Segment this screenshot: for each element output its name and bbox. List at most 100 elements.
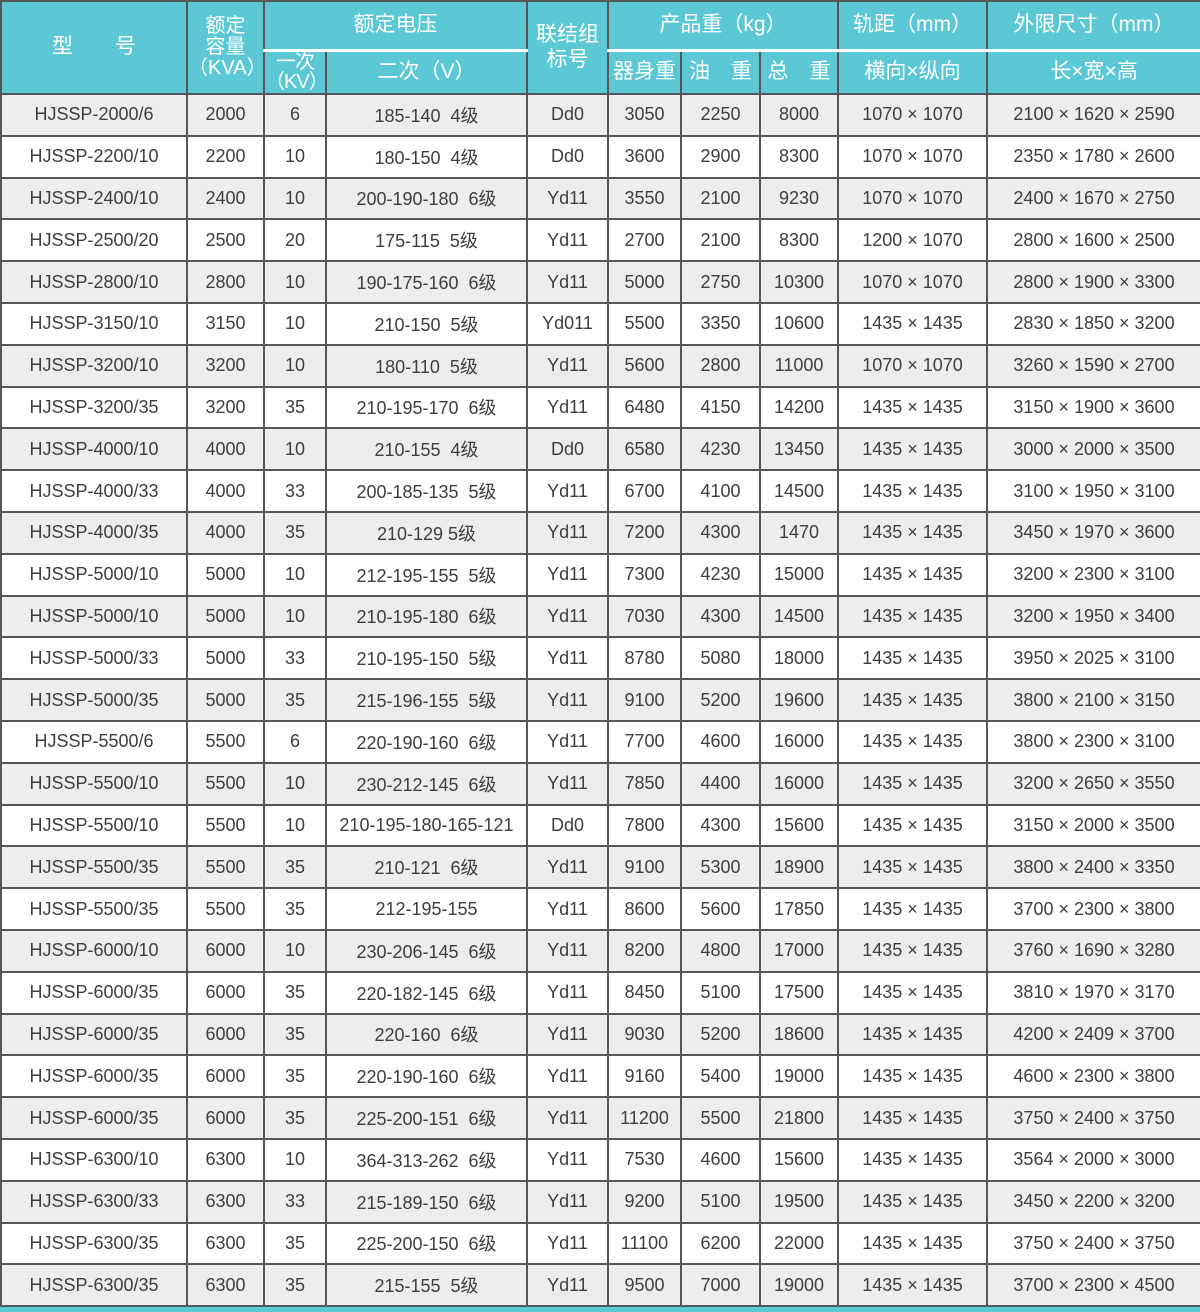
table-row: HJSSP-5000/33 5000 33 210-195-150 5级 Yd11 878… bbox=[0, 636, 1200, 681]
table-row: HJSSP-4000/35 4000 35 210-129 5级 Yd11 7200 430… bbox=[0, 510, 1200, 555]
cell-connection-label: Yd11 bbox=[526, 761, 609, 806]
cell-dimensions: 3000 × 2000 × 3500 bbox=[986, 427, 1200, 472]
cell-primary-voltage: 10 bbox=[263, 594, 327, 639]
cell-connection-label: Yd11 bbox=[526, 970, 609, 1015]
cell-primary-voltage: 10 bbox=[263, 803, 327, 848]
cell-capacity: 5500 bbox=[186, 803, 265, 848]
cell-connection-label: Dd0 bbox=[526, 134, 609, 179]
cell-body-weight: 5600 bbox=[607, 343, 682, 388]
cell-model: HJSSP-5000/33 bbox=[0, 636, 188, 681]
cell-secondary-voltage: 215-196-155 5级 bbox=[325, 678, 528, 722]
table-row: HJSSP-6300/33 6300 33 215-189-150 6级 Yd11 920… bbox=[0, 1179, 1200, 1224]
cell-total-weight: 21800 bbox=[759, 1096, 839, 1140]
cell-body-weight: 11100 bbox=[607, 1221, 682, 1266]
cell-primary-voltage: 33 bbox=[263, 1179, 327, 1224]
cell-model: HJSSP-4000/33 bbox=[0, 469, 188, 513]
cell-gauge: 1435 × 1435 bbox=[837, 301, 988, 346]
cell-connection-label: Yd11 bbox=[526, 343, 609, 388]
cell-capacity: 6000 bbox=[186, 970, 265, 1015]
cell-body-weight: 8600 bbox=[607, 887, 682, 931]
cell-connection-label: Yd11 bbox=[526, 218, 609, 263]
cell-capacity: 2500 bbox=[186, 218, 265, 263]
table-row: HJSSP-5500/10 5500 10 230-212-145 6级 Yd11 785… bbox=[0, 761, 1200, 806]
cell-gauge: 1435 × 1435 bbox=[837, 1263, 988, 1308]
cell-connection-label: Yd11 bbox=[526, 1012, 609, 1057]
cell-capacity: 4000 bbox=[186, 427, 265, 472]
cell-connection-label: Yd011 bbox=[526, 301, 609, 346]
cell-dimensions: 3810 × 1970 × 3170 bbox=[986, 970, 1200, 1015]
cell-capacity: 4000 bbox=[186, 469, 265, 513]
cell-capacity: 6000 bbox=[186, 1012, 265, 1057]
cell-dimensions: 2830 × 1850 × 3200 bbox=[986, 301, 1200, 346]
table-row: HJSSP-6000/10 6000 10 230-206-145 6级 Yd11 820… bbox=[0, 928, 1200, 973]
cell-body-weight: 8450 bbox=[607, 970, 682, 1015]
cell-dimensions: 3564 × 2000 × 3000 bbox=[986, 1137, 1200, 1182]
cell-model: HJSSP-6300/35 bbox=[0, 1263, 188, 1308]
table-row: HJSSP-2400/10 2400 10 200-190-180 6级 Yd11 355… bbox=[0, 176, 1200, 221]
cell-gauge: 1435 × 1435 bbox=[837, 678, 988, 722]
cell-model: HJSSP-6000/35 bbox=[0, 1054, 188, 1099]
cell-oil-weight: 5300 bbox=[680, 845, 761, 890]
cell-oil-weight: 7000 bbox=[680, 1263, 761, 1308]
cell-gauge: 1200 × 1070 bbox=[837, 218, 988, 263]
cell-connection-label: Yd11 bbox=[526, 260, 609, 304]
cell-model: HJSSP-6000/35 bbox=[0, 970, 188, 1015]
cell-secondary-voltage: 210-195-180-165-121 bbox=[325, 803, 528, 848]
cell-secondary-voltage: 212-195-155 bbox=[325, 887, 528, 931]
cell-body-weight: 2700 bbox=[607, 218, 682, 263]
cell-capacity: 3200 bbox=[186, 343, 265, 388]
cell-secondary-voltage: 220-190-160 6级 bbox=[325, 719, 528, 764]
cell-gauge: 1435 × 1435 bbox=[837, 594, 988, 639]
cell-connection-label: Dd0 bbox=[526, 803, 609, 848]
cell-capacity: 6000 bbox=[186, 928, 265, 973]
cell-body-weight: 9160 bbox=[607, 1054, 682, 1099]
table-row: HJSSP-2500/20 2500 20 175-115 5级 Yd11 2700 210… bbox=[0, 218, 1200, 263]
cell-total-weight: 14500 bbox=[759, 469, 839, 513]
cell-secondary-voltage: 180-110 5级 bbox=[325, 343, 528, 388]
cell-capacity: 5500 bbox=[186, 845, 265, 890]
table-row: HJSSP-6000/35 6000 35 220-160 6级 Yd11 9030 520… bbox=[0, 1012, 1200, 1057]
header-gauge-group: 轨距（mm） bbox=[837, 0, 988, 52]
cell-gauge: 1435 × 1435 bbox=[837, 510, 988, 555]
header-primary-voltage: 一次 （KV） bbox=[263, 49, 329, 95]
table-row: HJSSP-6300/35 6300 35 215-155 5级 Yd11 9500 700… bbox=[0, 1263, 1200, 1308]
cell-model: HJSSP-3150/10 bbox=[0, 301, 188, 346]
cell-primary-voltage: 35 bbox=[263, 1054, 327, 1099]
cell-oil-weight: 2100 bbox=[680, 176, 761, 221]
cell-connection-label: Yd11 bbox=[526, 594, 609, 639]
cell-oil-weight: 5100 bbox=[680, 970, 761, 1015]
cell-total-weight: 1470 bbox=[759, 510, 839, 555]
cell-capacity: 2800 bbox=[186, 260, 265, 304]
header-rated-voltage-group: 额定电压 bbox=[263, 0, 528, 52]
cell-gauge: 1070 × 1070 bbox=[837, 134, 988, 179]
cell-gauge: 1435 × 1435 bbox=[837, 427, 988, 472]
cell-primary-voltage: 10 bbox=[263, 176, 327, 221]
cell-dimensions: 3950 × 2025 × 3100 bbox=[986, 636, 1200, 681]
cell-model: HJSSP-2800/10 bbox=[0, 260, 188, 304]
cell-secondary-voltage: 225-200-150 6级 bbox=[325, 1221, 528, 1266]
cell-primary-voltage: 35 bbox=[263, 678, 327, 722]
cell-body-weight: 9100 bbox=[607, 678, 682, 722]
table-row: HJSSP-5500/6 5500 6 220-190-160 6级 Yd11 7700 4… bbox=[0, 719, 1200, 764]
cell-total-weight: 8000 bbox=[759, 93, 839, 137]
cell-secondary-voltage: 230-212-145 6级 bbox=[325, 761, 528, 806]
cell-body-weight: 7850 bbox=[607, 761, 682, 806]
cell-dimensions: 3750 × 2400 × 3750 bbox=[986, 1221, 1200, 1266]
cell-gauge: 1435 × 1435 bbox=[837, 719, 988, 764]
cell-body-weight: 7030 bbox=[607, 594, 682, 639]
cell-body-weight: 5000 bbox=[607, 260, 682, 304]
cell-total-weight: 10600 bbox=[759, 301, 839, 346]
cell-secondary-voltage: 220-190-160 6级 bbox=[325, 1054, 528, 1099]
cell-connection-label: Dd0 bbox=[526, 93, 609, 137]
cell-dimensions: 3200 × 2300 × 3100 bbox=[986, 552, 1200, 597]
cell-primary-voltage: 33 bbox=[263, 469, 327, 513]
cell-connection-label: Yd11 bbox=[526, 845, 609, 890]
cell-connection-label: Yd11 bbox=[526, 928, 609, 973]
cell-dimensions: 3200 × 1950 × 3400 bbox=[986, 594, 1200, 639]
cell-model: HJSSP-5500/35 bbox=[0, 887, 188, 931]
table-row: HJSSP-6300/10 6300 10 364-313-262 6级 Yd11 753… bbox=[0, 1137, 1200, 1182]
cell-connection-label: Yd11 bbox=[526, 887, 609, 931]
cell-oil-weight: 5080 bbox=[680, 636, 761, 681]
cell-total-weight: 17500 bbox=[759, 970, 839, 1015]
cell-capacity: 4000 bbox=[186, 510, 265, 555]
